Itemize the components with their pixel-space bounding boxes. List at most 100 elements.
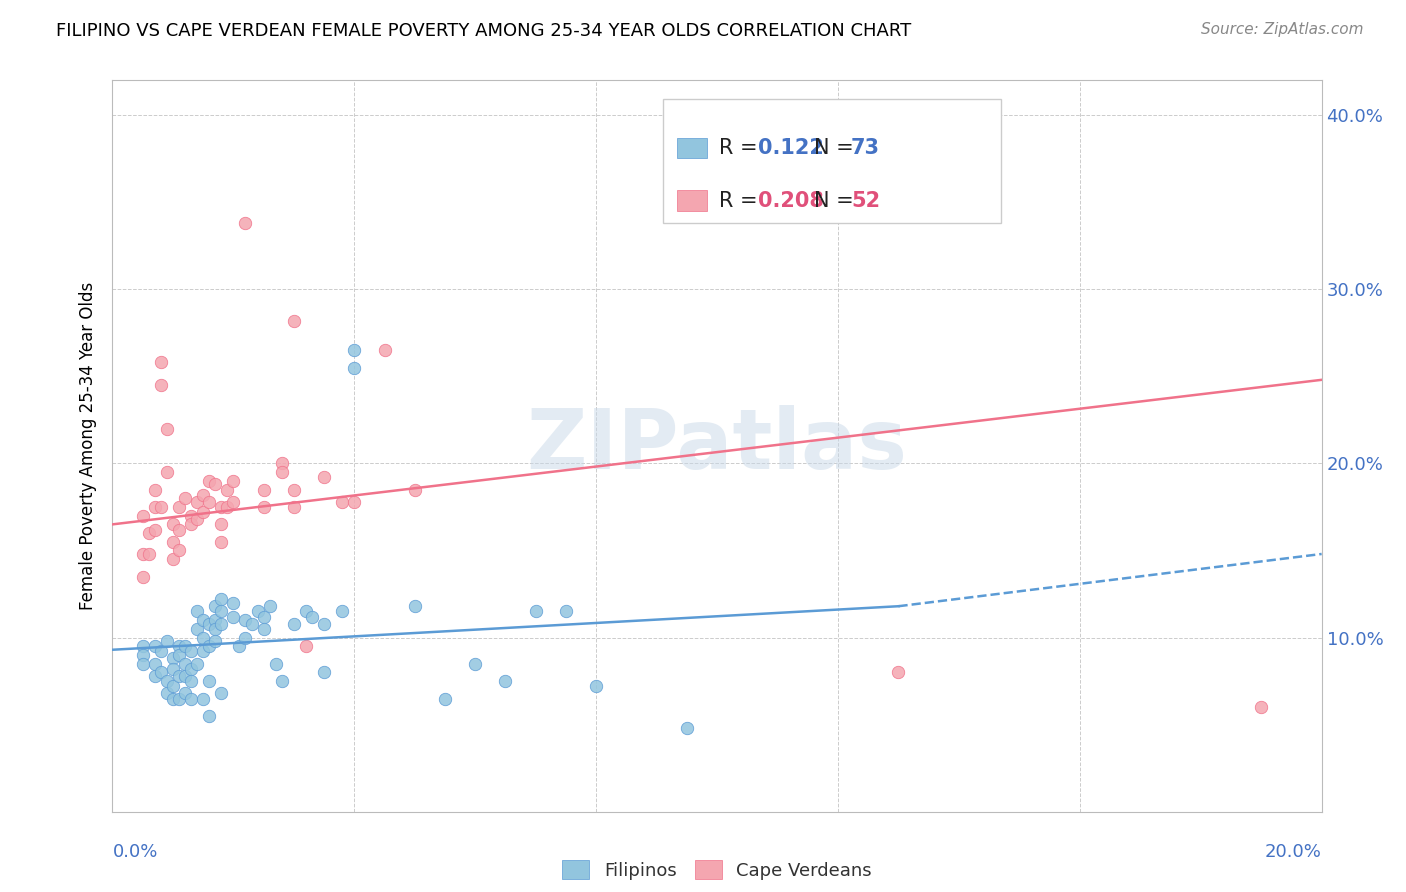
- Point: [228, 640, 250, 654]
- Text: 0.0%: 0.0%: [112, 843, 157, 861]
- Point: [156, 674, 179, 689]
- Text: R =: R =: [718, 191, 763, 211]
- Point: [191, 505, 214, 519]
- Text: 0.122: 0.122: [758, 138, 824, 158]
- Point: [156, 465, 179, 479]
- Point: [132, 508, 155, 523]
- Text: N =: N =: [814, 138, 860, 158]
- Point: [209, 517, 232, 532]
- Point: [186, 494, 208, 508]
- Point: [191, 631, 214, 645]
- Point: [404, 483, 426, 497]
- Point: [222, 474, 245, 488]
- Point: [180, 644, 202, 658]
- Point: [204, 634, 226, 648]
- Point: [138, 547, 160, 561]
- Point: [209, 534, 232, 549]
- Point: [149, 500, 172, 514]
- Point: [283, 500, 305, 514]
- Point: [301, 609, 323, 624]
- Point: [464, 657, 486, 671]
- Point: [253, 483, 276, 497]
- Point: [191, 644, 214, 658]
- Point: [191, 613, 214, 627]
- Point: [204, 599, 226, 614]
- Text: 52: 52: [851, 191, 880, 211]
- Point: [174, 491, 197, 506]
- Point: [283, 313, 305, 327]
- Text: ZIPatlas: ZIPatlas: [527, 406, 907, 486]
- Point: [343, 343, 366, 358]
- Point: [198, 674, 221, 689]
- Point: [186, 512, 208, 526]
- Point: [295, 640, 318, 654]
- Point: [180, 691, 202, 706]
- Point: [1250, 700, 1272, 714]
- Point: [180, 508, 202, 523]
- Point: [270, 465, 292, 479]
- Point: [162, 517, 184, 532]
- Point: [156, 634, 179, 648]
- Point: [143, 657, 166, 671]
- Text: 20.0%: 20.0%: [1265, 843, 1322, 861]
- Point: [259, 599, 281, 614]
- Point: [209, 616, 232, 631]
- Point: [149, 644, 172, 658]
- Point: [180, 674, 202, 689]
- Point: [162, 679, 184, 693]
- Point: [191, 691, 214, 706]
- Point: [167, 543, 190, 558]
- Point: [186, 604, 208, 618]
- Point: [167, 523, 190, 537]
- Point: [143, 500, 166, 514]
- Point: [295, 604, 318, 618]
- Point: [198, 474, 221, 488]
- Point: [180, 662, 202, 676]
- Point: [209, 604, 232, 618]
- Point: [162, 534, 184, 549]
- Point: [156, 686, 179, 700]
- Point: [180, 517, 202, 532]
- Text: Source: ZipAtlas.com: Source: ZipAtlas.com: [1201, 22, 1364, 37]
- Point: [235, 216, 257, 230]
- Text: 73: 73: [851, 138, 880, 158]
- Point: [209, 592, 232, 607]
- Point: [186, 657, 208, 671]
- Point: [132, 640, 155, 654]
- Point: [554, 604, 576, 618]
- Point: [167, 648, 190, 662]
- Point: [143, 669, 166, 683]
- Point: [174, 640, 197, 654]
- Point: [217, 500, 239, 514]
- Point: [167, 640, 190, 654]
- Point: [162, 651, 184, 665]
- Point: [404, 599, 426, 614]
- Point: [675, 721, 697, 735]
- Point: [209, 686, 232, 700]
- Point: [132, 569, 155, 583]
- Point: [314, 616, 336, 631]
- Point: [222, 609, 245, 624]
- Point: [186, 622, 208, 636]
- Point: [149, 378, 172, 392]
- Point: [209, 500, 232, 514]
- Point: [143, 483, 166, 497]
- Point: [149, 355, 172, 369]
- Point: [270, 674, 292, 689]
- Point: [253, 500, 276, 514]
- Point: [167, 669, 190, 683]
- Point: [174, 669, 197, 683]
- Point: [330, 494, 353, 508]
- Point: [246, 604, 269, 618]
- Point: [143, 523, 166, 537]
- Point: [524, 604, 547, 618]
- Point: [495, 674, 517, 689]
- Text: FILIPINO VS CAPE VERDEAN FEMALE POVERTY AMONG 25-34 YEAR OLDS CORRELATION CHART: FILIPINO VS CAPE VERDEAN FEMALE POVERTY …: [56, 22, 911, 40]
- Point: [374, 343, 396, 358]
- Point: [222, 596, 245, 610]
- Point: [162, 552, 184, 566]
- Text: 0.208: 0.208: [758, 191, 824, 211]
- Point: [198, 616, 221, 631]
- Point: [132, 657, 155, 671]
- Point: [585, 679, 607, 693]
